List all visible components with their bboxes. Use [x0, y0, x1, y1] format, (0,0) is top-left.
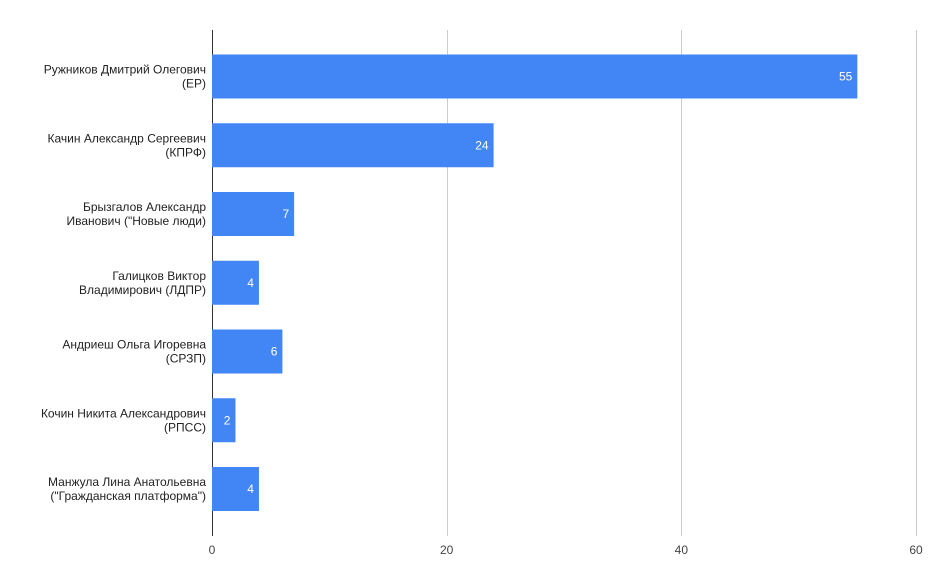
category-label: Ружников Дмитрий Олегович: [44, 63, 206, 77]
data-label: 6: [271, 345, 278, 359]
x-axis-ticks: 0 20 40 60: [209, 543, 923, 557]
bar: [212, 329, 283, 374]
gridlines: [212, 30, 917, 536]
category-label: (РПСС): [164, 420, 206, 434]
bar: [212, 54, 858, 99]
category-label: ("Гражданская платформа"): [50, 489, 206, 503]
bar: [212, 123, 494, 168]
bar: [212, 260, 259, 305]
category-label: (КПРФ): [165, 145, 206, 159]
category-label: Брызгалов Александр: [83, 200, 206, 214]
data-label: 4: [247, 276, 254, 290]
data-label: 2: [224, 413, 231, 427]
data-label: 7: [282, 207, 289, 221]
bar: [212, 398, 236, 443]
x-tick-label: 60: [909, 543, 923, 557]
category-labels: Ружников Дмитрий Олегович(ЕР) Качин Алекс…: [41, 63, 206, 504]
category-label: (СРЗП): [166, 352, 206, 366]
category-label: (ЕР): [182, 77, 206, 91]
category-label: Манжула Лина Анатольевна: [48, 475, 206, 489]
category-label: Качин Александр Сергеевич: [48, 131, 207, 145]
x-tick-label: 20: [440, 543, 454, 557]
bar: [212, 467, 259, 511]
data-label: 24: [475, 138, 489, 152]
bar: [212, 192, 295, 236]
data-label: 4: [247, 482, 254, 496]
category-label: Владимирович (ЛДПР): [79, 283, 206, 297]
category-label: Иванович ("Новые люди): [66, 214, 206, 228]
x-tick-label: 40: [675, 543, 689, 557]
category-label: Галицков Виктор: [112, 269, 206, 283]
data-label: 55: [839, 70, 853, 84]
x-tick-label: 0: [209, 543, 216, 557]
category-label: Кочин Никита Александрович: [41, 406, 206, 420]
category-label: Андриеш Ольга Игоревна: [62, 338, 206, 352]
